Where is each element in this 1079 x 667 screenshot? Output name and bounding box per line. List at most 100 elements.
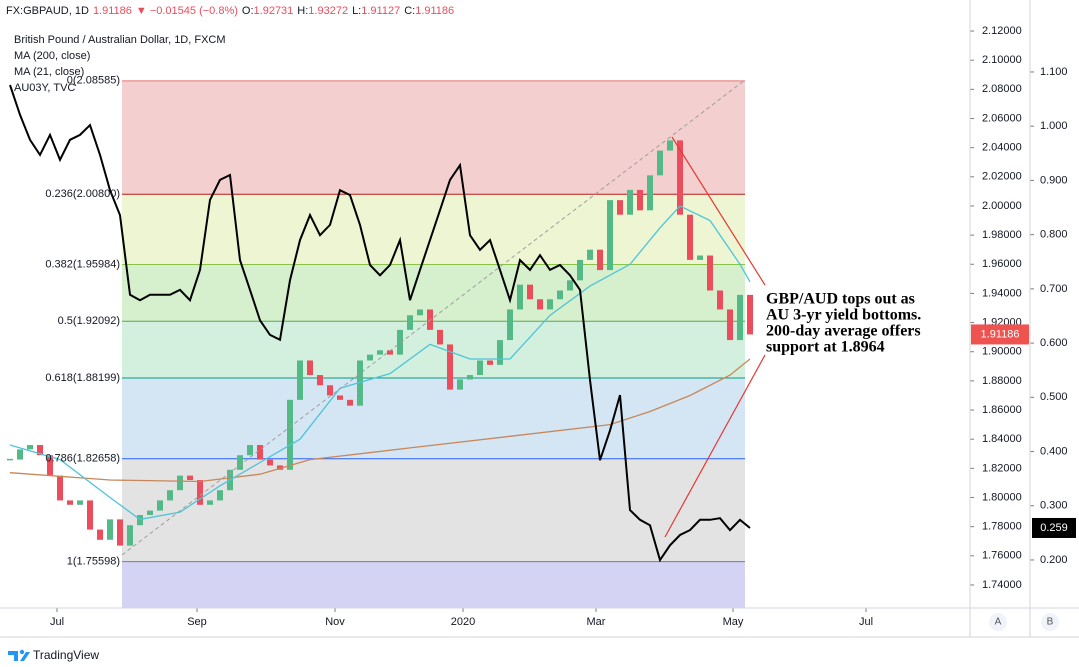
x-tick-label: Sep [187, 616, 207, 628]
candle [517, 284, 523, 310]
candle [37, 445, 43, 456]
candle [647, 175, 653, 211]
candle [737, 294, 743, 341]
fib-label: 0.618(1.88199) [45, 372, 120, 384]
candle [137, 514, 143, 526]
scale-button-label: A [995, 617, 1002, 628]
x-tick-label: May [723, 616, 744, 628]
logo-icon [8, 651, 18, 661]
legend-entry: AU03Y, TVC [14, 82, 75, 94]
y-tick-label: 2.06000 [982, 112, 1022, 124]
candle [557, 290, 563, 300]
candle [127, 525, 133, 546]
candle [477, 360, 483, 376]
scale-button[interactable] [989, 613, 1007, 631]
y-tick-label: 1.80000 [982, 491, 1022, 503]
candle [567, 280, 573, 291]
candle [237, 455, 243, 470]
candle [607, 200, 613, 271]
candle [57, 475, 63, 501]
annotation: support at 1.8964 [766, 339, 885, 356]
fib-zone [122, 377, 745, 459]
header-item: O: [242, 5, 254, 17]
price-badge-label: 1.91186 [981, 328, 1020, 340]
candle [437, 329, 443, 345]
annotation: GBP/AUD tops out as [766, 291, 915, 308]
legend-entry: British Pound / Australian Dollar, 1D, F… [14, 34, 226, 46]
candle [697, 255, 703, 260]
y-tick-label: 1.98000 [982, 229, 1022, 241]
fib-label: 0.786(1.82658) [45, 453, 120, 465]
plot [7, 84, 753, 563]
candle [107, 519, 113, 540]
y2-tick-label: 0.800 [1040, 229, 1068, 241]
candle [357, 360, 363, 406]
candle [717, 290, 723, 310]
yield-badge-label: 0.259 [1040, 522, 1068, 534]
y2-tick-label: 0.700 [1040, 283, 1068, 295]
y2-tick-label: 0.500 [1040, 391, 1068, 403]
y-tick-label: 1.84000 [982, 433, 1022, 445]
candle [277, 465, 283, 470]
fib-zones [122, 80, 745, 608]
candle [457, 379, 463, 390]
candle [47, 455, 53, 476]
y2-tick-label: 0.600 [1040, 337, 1068, 349]
candle [467, 375, 473, 380]
annotation: 200-day average offers [766, 323, 921, 340]
candle [347, 399, 353, 406]
trend-line [664, 354, 766, 538]
y-tick-label: 2.00000 [982, 200, 1022, 212]
price-badge [971, 324, 1029, 345]
candle [157, 500, 163, 511]
fib-zone [122, 264, 745, 322]
candle [687, 214, 693, 260]
y-tick-label: 2.12000 [982, 25, 1022, 37]
fib-label: 1(1.75598) [67, 556, 120, 568]
labels: 0(2.08585) 0.236(2.00800) 0.382(1.95984) 0.… [6, 5, 1076, 631]
candle [407, 315, 413, 330]
y2-tick-label: 1.100 [1040, 66, 1068, 78]
fib-label: 0.5(1.92092) [58, 315, 120, 327]
y-tick-label: 1.74000 [982, 579, 1022, 591]
candle [207, 500, 213, 505]
y2-tick-label: 0.300 [1040, 500, 1068, 512]
candle [667, 140, 673, 151]
candle [747, 294, 753, 335]
y-tick-label: 2.04000 [982, 142, 1022, 154]
candle [247, 445, 253, 456]
candle [117, 519, 123, 546]
y2-tick-label: 1.000 [1040, 120, 1068, 132]
series-line [9, 84, 751, 563]
header-item: ▼ −0.01545 (−0.8%) [136, 5, 238, 17]
footer: TradingView [33, 648, 99, 662]
candle [187, 475, 193, 481]
fib-label: 0(2.08585) [67, 75, 120, 87]
y-tick-label: 2.08000 [982, 83, 1022, 95]
candle [197, 480, 203, 505]
candle [507, 309, 513, 341]
annotation: AU 3-yr yield bottoms. [766, 307, 921, 324]
candle [397, 329, 403, 355]
x-tick-label: 2020 [451, 616, 475, 628]
fib-zone [122, 80, 745, 195]
logo-icon [19, 649, 25, 655]
candle [707, 255, 713, 291]
y-tick-label: 1.88000 [982, 375, 1022, 387]
candle [547, 299, 553, 310]
candle [527, 284, 533, 300]
candle [537, 299, 543, 310]
y-tick-label: 2.10000 [982, 54, 1022, 66]
candle [297, 360, 303, 400]
scale-button[interactable] [1041, 613, 1059, 631]
yield-badge [1032, 517, 1076, 538]
candle [417, 309, 423, 316]
candle [177, 475, 183, 491]
candle [627, 189, 633, 215]
header-item: 1.93272 [308, 5, 348, 17]
fib-zone [122, 561, 745, 608]
y-tick-label: 1.94000 [982, 287, 1022, 299]
candle [597, 249, 603, 271]
candle [147, 510, 153, 515]
